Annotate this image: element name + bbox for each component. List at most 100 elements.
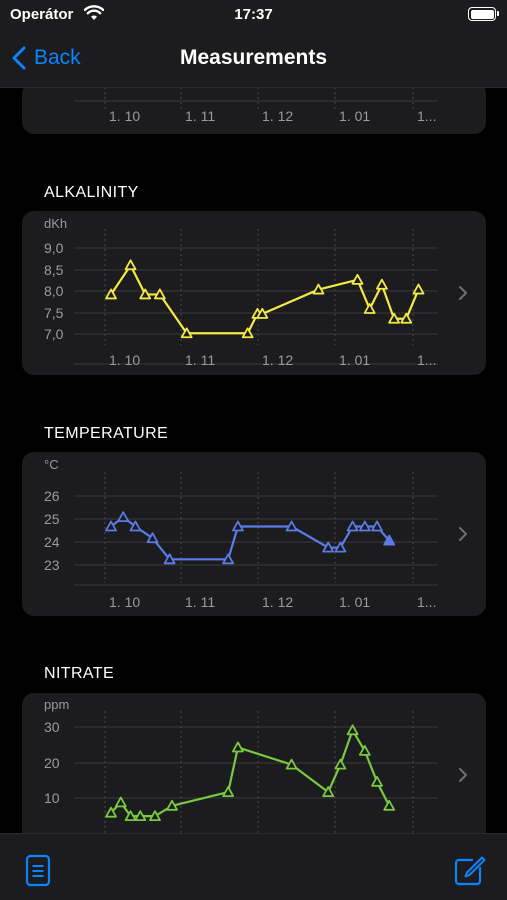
data-point-marker [358, 520, 371, 532]
chevron-right-icon [459, 286, 467, 300]
x-tick-label: 1... [417, 352, 436, 368]
battery-icon [468, 7, 499, 21]
temperature-chart: °C 26 25 24 23 1. 10 1. 11 1. 12 1. 01 1... [44, 457, 438, 610]
x-tick-label: 1. 10 [109, 352, 140, 368]
nitrate-chart-card[interactable]: ppm 30 20 10 [22, 693, 486, 833]
data-point-marker [222, 786, 235, 797]
data-point-marker [222, 553, 235, 565]
x-tick-label: 1. 12 [262, 352, 293, 368]
chart-card-previous[interactable]: 1. 10 1. 11 1. 12 1. 01 1... [22, 88, 486, 134]
data-point-marker [129, 520, 142, 532]
chart-grid [74, 229, 438, 365]
y-tick-label: 10 [44, 790, 60, 806]
x-tick-label: 1. 11 [185, 594, 215, 610]
data-point-marker [117, 511, 130, 523]
status-time: 17:37 [234, 6, 273, 23]
data-point-marker [153, 288, 166, 300]
chart-grid [74, 88, 438, 110]
chart-grid [74, 472, 438, 586]
back-button[interactable]: Back [12, 42, 81, 74]
nitrate-chart: ppm 30 20 10 [44, 697, 438, 833]
temperature-chart-card[interactable]: °C 26 25 24 23 1. 10 1. 11 1. 12 1. 01 1... [22, 452, 486, 616]
x-tick-label: 1. 10 [109, 594, 140, 610]
alkalinity-chart: dKh 9,0 8,5 8,0 7,5 7,0 1. 10 1. 11 1. 12 1. 01 1.… [44, 216, 438, 368]
data-point-marker [285, 520, 298, 532]
data-point-marker [124, 810, 137, 822]
status-bar: Operátor 17:37 [0, 0, 507, 30]
data-point-marker [256, 307, 269, 319]
data-point-marker [375, 278, 388, 290]
data-point-marker [163, 553, 176, 565]
data-point-marker [346, 520, 359, 532]
data-point-marker [351, 273, 364, 285]
data-point-marker [105, 520, 117, 532]
data-point-marker [346, 724, 359, 736]
y-tick-label: 26 [44, 488, 60, 504]
data-point-marker [105, 288, 117, 300]
alkalinity-section-title: ALKALINITY [44, 184, 139, 201]
y-tick-label: 25 [44, 511, 60, 527]
y-tick-label: 8,5 [44, 262, 64, 278]
y-tick-label: 9,0 [44, 240, 64, 256]
previous-chart: 1. 10 1. 11 1. 12 1. 01 1... [74, 88, 438, 124]
temperature-section-title: TEMPERATURE [44, 425, 169, 442]
data-point-marker [322, 541, 335, 553]
y-tick-label: 7,5 [44, 305, 64, 321]
data-point-marker [334, 758, 347, 770]
x-tick-label: 1. 10 [109, 108, 140, 124]
data-point-marker [134, 810, 147, 822]
chevron-right-icon [459, 768, 467, 782]
alkalinity-chart-card[interactable]: dKh 9,0 8,5 8,0 7,5 7,0 1. 10 1. 11 1. 12 1. 01 1.… [22, 211, 486, 375]
chevron-right-icon [459, 527, 467, 541]
data-point-marker [149, 810, 161, 822]
data-point-marker [166, 799, 178, 811]
data-point-marker [363, 303, 376, 314]
data-point-marker [383, 534, 396, 546]
wifi-icon [83, 5, 105, 26]
nitrate-section-title: NITRATE [44, 665, 115, 682]
data-point-marker [146, 532, 159, 544]
data-point-marker [383, 799, 396, 811]
data-point-marker [180, 327, 193, 339]
x-tick-label: 1... [417, 108, 436, 124]
axis-unit-label: ppm [44, 697, 69, 712]
data-point-marker [388, 312, 400, 324]
data-point-marker [105, 806, 117, 818]
y-tick-label: 30 [44, 719, 60, 735]
axis-unit-label: °C [44, 457, 59, 472]
chart-grid [74, 711, 438, 833]
data-point-marker [412, 283, 425, 295]
y-tick-label: 8,0 [44, 283, 64, 299]
data-point-marker [139, 288, 152, 300]
compose-icon[interactable] [452, 854, 486, 888]
data-point-marker [400, 312, 413, 324]
x-tick-label: 1. 11 [185, 352, 215, 368]
page-title: Measurements [179, 46, 328, 69]
data-point-marker [114, 796, 127, 808]
data-point-marker [371, 775, 383, 787]
axis-unit-label: dKh [44, 216, 67, 231]
bottom-toolbar [0, 833, 507, 900]
measurements-list[interactable]: 1. 10 1. 11 1. 12 1. 01 1... ALKALINITY dKh 9… [0, 88, 507, 833]
back-label: Back [34, 46, 81, 69]
data-point-marker [124, 259, 137, 271]
x-tick-label: 1... [417, 594, 436, 610]
x-tick-label: 1. 12 [262, 594, 293, 610]
y-tick-label: 23 [44, 557, 60, 573]
x-tick-label: 1. 01 [339, 108, 370, 124]
data-point-marker [371, 520, 383, 532]
data-point-marker [312, 283, 325, 295]
x-tick-label: 1. 01 [339, 352, 370, 368]
data-point-marker [285, 758, 298, 770]
chevron-left-icon [12, 46, 26, 70]
data-point-marker [322, 786, 335, 797]
x-tick-label: 1. 12 [262, 108, 293, 124]
data-point-marker [241, 327, 254, 339]
y-tick-label: 24 [44, 534, 60, 550]
document-icon[interactable] [24, 854, 54, 888]
x-tick-label: 1. 01 [339, 594, 370, 610]
carrier-label: Operátor [10, 6, 74, 23]
navigation-bar: Back Measurements [0, 30, 507, 88]
y-tick-label: 7,0 [44, 326, 64, 342]
data-point-marker [358, 745, 371, 756]
